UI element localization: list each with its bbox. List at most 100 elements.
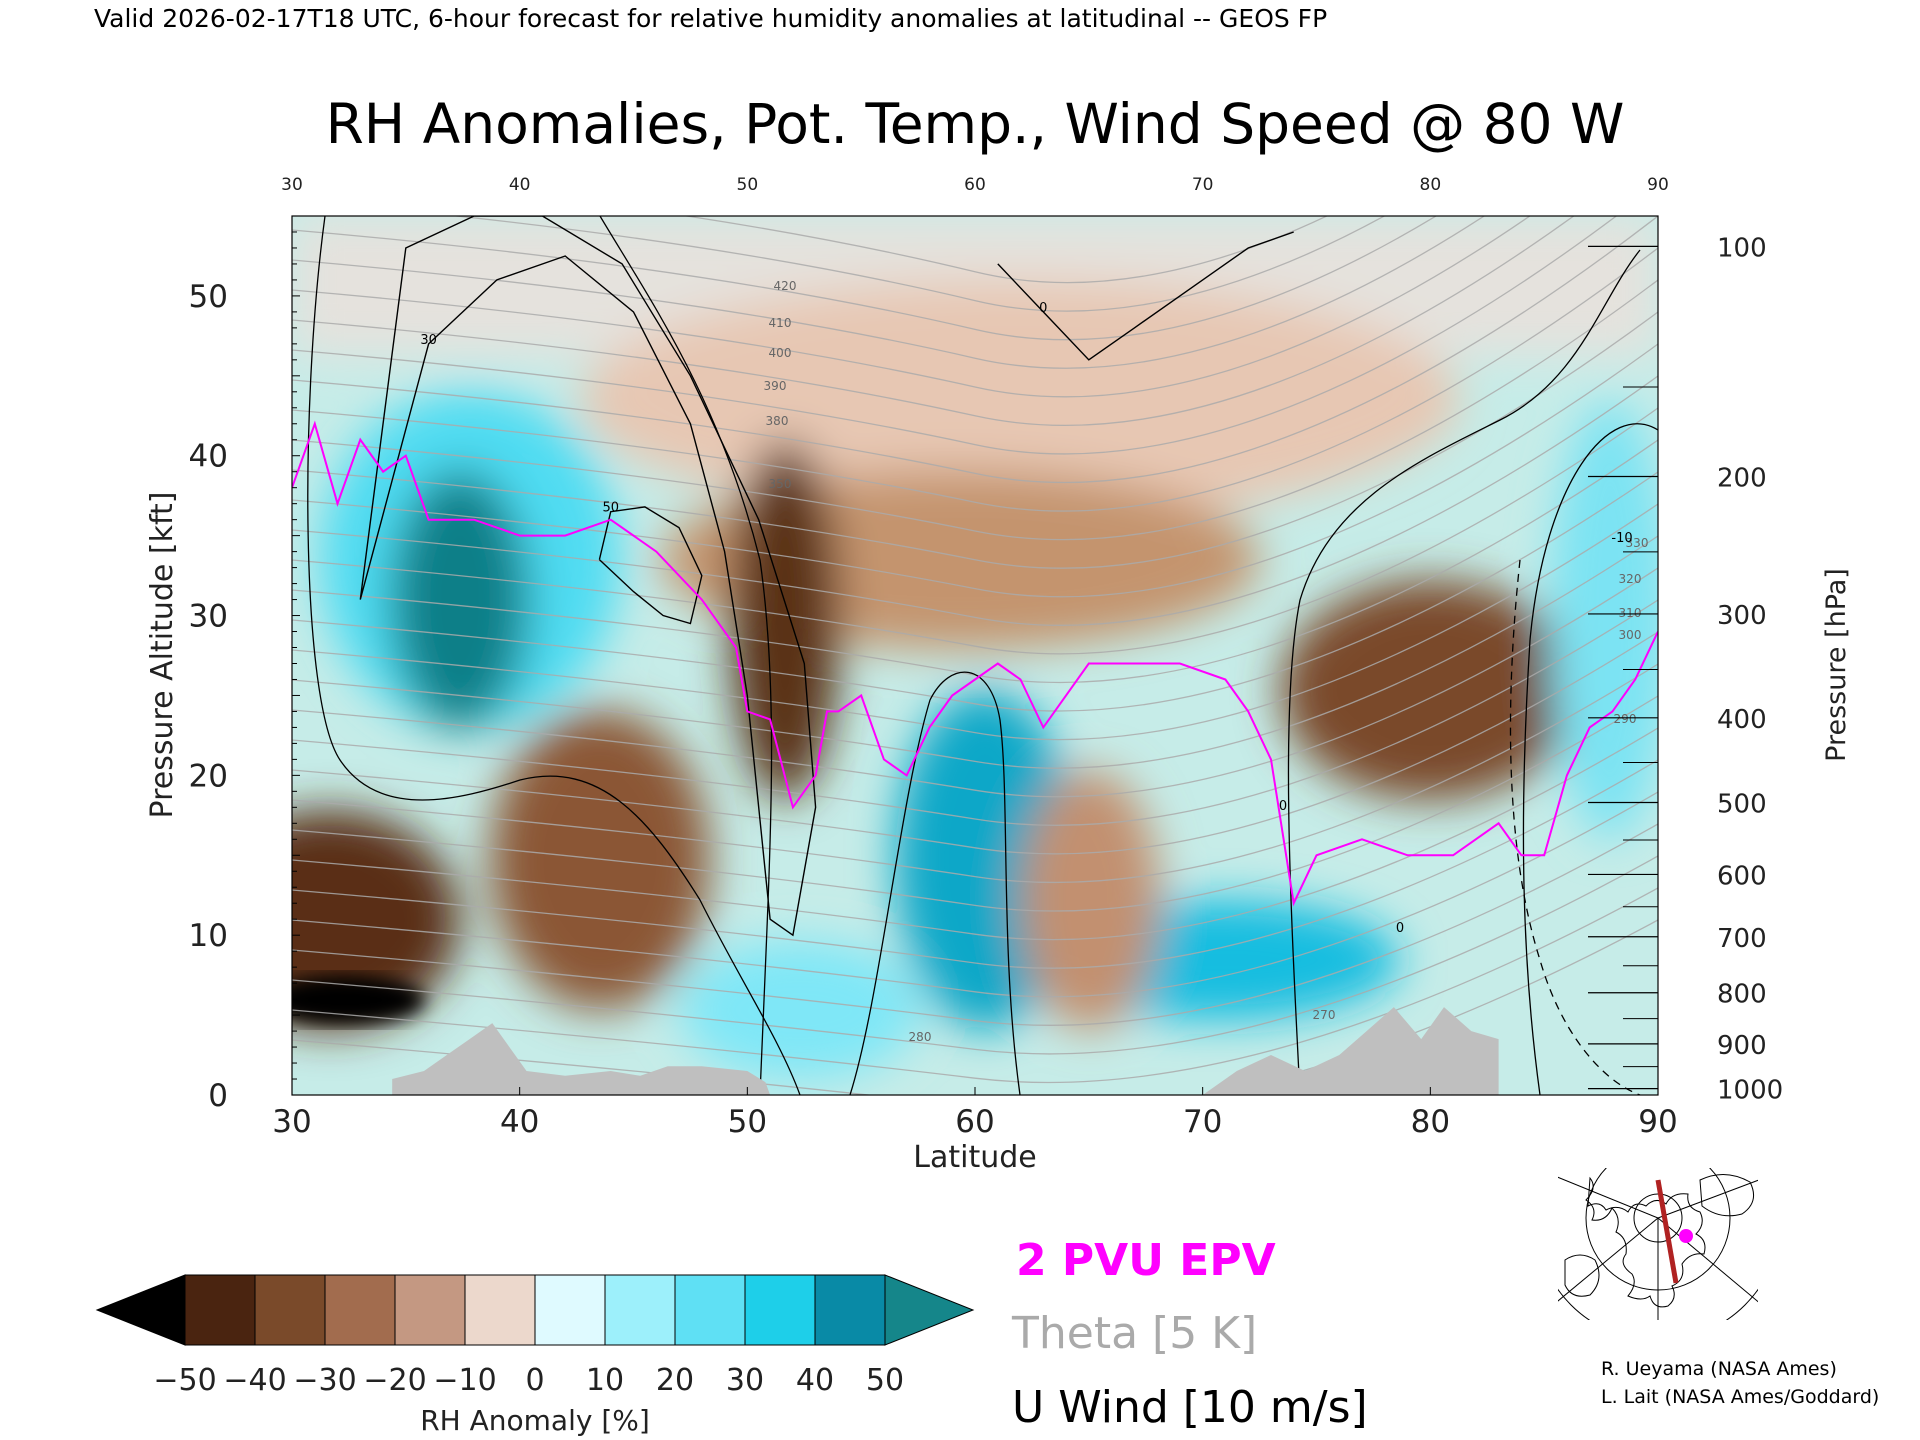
field-dry-polar [1280,580,1580,800]
theta-contour-line [292,855,1658,1055]
wind-contour-label: -10 [1611,531,1632,546]
y-tick-label: 0 [208,1078,228,1114]
y2-axis-label: Pressure [hPa] [1821,568,1852,762]
theta-contour-line [292,216,1575,426]
theta-contour-label: 300 [1619,628,1642,642]
colorbar-high-arrow [884,1274,975,1346]
theta-contour-line [292,216,1618,455]
wind-contour-line [997,231,1294,361]
wind-contour-line [599,216,773,1095]
colorbar: −50 −40 −30 −20 −10 0 10 20 30 40 50 [95,1274,975,1398]
colorbar-tick-label: −50 [153,1363,216,1398]
pressure-tick-label: 500 [1717,790,1767,820]
epv-2pvu-contour [292,420,1658,907]
x-tick-label: 60 [955,1104,994,1140]
wind-contour-line [359,216,817,937]
inset-map [1558,1168,1758,1320]
theta-contour-label: 350 [769,477,792,491]
theta-contour-label: 270 [1313,1008,1336,1022]
theta-contour-line [292,695,1658,912]
theta-contour-line [292,535,1658,769]
wind-contour-label: 30 [420,333,437,348]
field-dry-low-west [292,810,460,1030]
pressure-tick-label: 300 [1717,601,1767,631]
theta-contour-label: 380 [766,414,789,428]
theta-contour-line [292,631,1658,855]
theta-contour-line [292,216,1438,341]
y-axis-label: Pressure Altitude [kft] [145,492,180,819]
colorbar-swatch [534,1274,606,1346]
wind-contour-line [307,216,801,1095]
colorbar-low-arrow [95,1274,186,1346]
colorbar-swatch [604,1274,676,1346]
colorbar-swatch [814,1274,886,1346]
pressure-tick-label: 700 [1717,924,1767,954]
theta-contour-line [292,311,1658,569]
theta-contour-line [292,216,1658,484]
theta-contour-line [292,663,1658,884]
x-tick-label: 70 [1183,1104,1222,1140]
field-moist-core-west [390,470,530,730]
theta-contour-label: 400 [769,346,792,360]
legend-wind: U Wind [10 m/s] [1012,1382,1368,1433]
x-axis-label: Latitude [913,1140,1036,1175]
x-tick-label: 50 [728,1104,767,1140]
field-dry-65 [1020,770,1160,1030]
y-tick-label: 10 [189,918,228,954]
colorbar-tick-label: −10 [433,1363,496,1398]
theta-contour-line [292,216,1486,369]
colorbar-tick-label: 0 [525,1363,544,1398]
pressure-tick-label: 100 [1717,233,1767,263]
pressure-tick-label: 900 [1717,1031,1767,1061]
field-very-dry-surface [292,975,425,1025]
field-moist-arctic [1550,400,1658,840]
theta-contour-line [292,503,1658,741]
y-tick-label: 30 [189,599,228,635]
wind-contour-label: 0 [1279,799,1287,814]
header-line: Valid 2026-02-17T18 UTC, 6-hour forecast… [94,4,1327,33]
theta-contour-label: 390 [764,379,787,393]
pressure-tick-label: 200 [1717,464,1767,494]
x-top-tick-label: 60 [964,175,986,195]
wind-contour-negative [1509,559,1641,1095]
theta-contour-line [292,791,1658,998]
wind-contour-line [849,671,1021,1095]
theta-contour-line [292,823,1658,1026]
wind-contour-label: 50 [602,501,619,516]
colorbar-tick-label: −20 [363,1363,426,1398]
field-dry-mid-45 [490,710,710,1010]
colorbar-tick-label: 10 [586,1363,624,1398]
theta-contour-label: 310 [1619,606,1642,620]
theta-contour-label: 410 [769,316,792,330]
theta-contour-line [450,216,1386,312]
x-tick-label: 90 [1638,1104,1677,1140]
theta-contour-line [292,247,1658,512]
theta-contour-line [292,216,1531,398]
colorbar-swatch [464,1274,536,1346]
wind-contour-label: 0 [1396,921,1404,936]
theta-contour-line [682,216,1329,284]
credit-1: R. Ueyama (NASA Ames) [1601,1358,1837,1380]
legend-theta: Theta [5 K] [1011,1308,1257,1359]
theta-contour-line [292,599,1658,826]
x-top-tick-label: 80 [1420,175,1442,195]
theta-contour-line [292,567,1658,798]
theta-contour-line [292,471,1658,712]
theta-contour-line [292,407,1658,655]
chart-title: RH Anomalies, Pot. Temp., Wind Speed @ 8… [326,92,1625,156]
wind-contour-line [598,506,703,625]
pressure-tick-label: 1000 [1717,1076,1783,1106]
colorbar-swatch [184,1274,256,1346]
theta-contour-line [292,759,1658,969]
y-tick-label: 20 [189,758,228,794]
x-top-tick-label: 50 [737,175,759,195]
colorbar-swatch [254,1274,326,1346]
pressure-tick-label: 400 [1717,705,1767,735]
credit-2: L. Lait (NASA Ames/Goddard) [1601,1386,1879,1408]
colorbar-label: RH Anomaly [%] [420,1404,650,1437]
colorbar-swatch [324,1274,396,1346]
theta-contour-line [292,375,1658,626]
colorbar-tick-label: −40 [223,1363,286,1398]
theta-contour-label: 280 [909,1030,932,1044]
